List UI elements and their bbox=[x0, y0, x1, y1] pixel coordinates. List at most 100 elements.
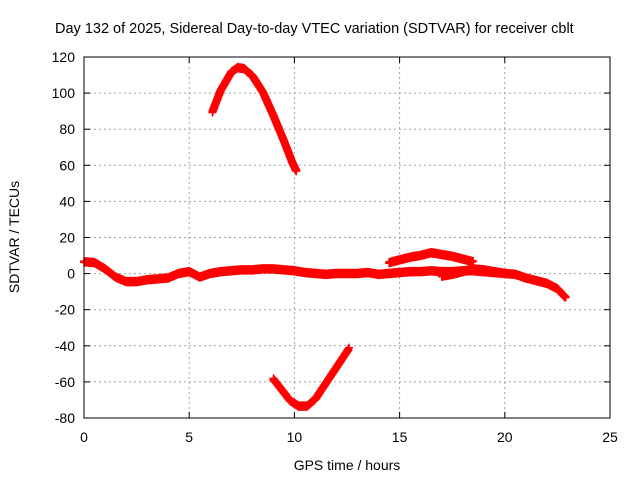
data-point bbox=[419, 269, 422, 273]
data-point bbox=[93, 260, 96, 264]
data-point bbox=[324, 272, 328, 275]
data-point bbox=[219, 269, 222, 273]
data-point bbox=[188, 269, 191, 273]
data-point bbox=[440, 252, 443, 255]
data-point bbox=[556, 286, 559, 290]
data-point bbox=[451, 272, 454, 275]
data-point bbox=[261, 266, 265, 270]
data-point bbox=[398, 270, 401, 273]
data-point bbox=[291, 160, 294, 163]
data-point bbox=[429, 268, 433, 272]
data-point bbox=[114, 275, 117, 278]
axis-ticks: 0 5 10 15 20 25 -80 -60 -40 -20 0 20 40 60 80 100 120 bbox=[52, 49, 618, 445]
data-point bbox=[408, 255, 412, 258]
data-point bbox=[398, 257, 401, 261]
data-point bbox=[135, 279, 138, 283]
data-point bbox=[440, 274, 443, 277]
series-1 bbox=[385, 247, 478, 268]
data-point bbox=[514, 272, 517, 275]
grid bbox=[84, 57, 610, 418]
data-point bbox=[272, 113, 275, 116]
data-point bbox=[419, 253, 422, 256]
data-point bbox=[535, 278, 538, 282]
data-point bbox=[240, 267, 243, 271]
y-tick-label: -20 bbox=[55, 302, 75, 318]
y-tick-label: 0 bbox=[67, 266, 75, 282]
x-tick-label: 0 bbox=[80, 429, 88, 445]
data-point bbox=[297, 404, 300, 407]
data-point bbox=[335, 271, 338, 274]
x-tick-label: 20 bbox=[497, 429, 513, 445]
series-3 bbox=[208, 62, 301, 176]
data-point bbox=[145, 277, 149, 281]
data-point bbox=[387, 260, 391, 264]
data-point bbox=[493, 269, 496, 273]
data-point bbox=[282, 138, 286, 142]
data-point bbox=[482, 267, 485, 271]
data-point bbox=[230, 268, 233, 272]
data-point bbox=[293, 268, 296, 272]
x-tick-label: 15 bbox=[392, 429, 408, 445]
data-point bbox=[251, 73, 254, 77]
data-point bbox=[472, 259, 475, 263]
data-point bbox=[211, 109, 214, 113]
x-tick-label: 25 bbox=[602, 429, 618, 445]
data-point bbox=[356, 271, 359, 274]
data-point bbox=[339, 359, 342, 362]
y-tick-label: -80 bbox=[55, 410, 75, 426]
data-point bbox=[461, 257, 464, 260]
y-tick-label: -40 bbox=[55, 338, 75, 354]
data-point bbox=[545, 281, 549, 284]
data-point bbox=[347, 346, 351, 349]
data-point bbox=[524, 276, 528, 279]
data-point bbox=[219, 88, 222, 91]
plot-frame bbox=[83, 56, 611, 419]
data-point bbox=[322, 384, 326, 387]
data-point bbox=[377, 272, 380, 275]
data-point bbox=[280, 387, 283, 391]
y-tick-label: 60 bbox=[59, 157, 75, 173]
data-point bbox=[242, 66, 246, 70]
data-point bbox=[451, 254, 454, 257]
data-point bbox=[303, 270, 307, 273]
y-tick-label: 100 bbox=[52, 85, 76, 101]
series-2 bbox=[437, 264, 509, 281]
y-tick-label: -60 bbox=[55, 374, 75, 390]
data-point bbox=[345, 271, 349, 274]
data-point bbox=[564, 295, 568, 299]
data-point bbox=[305, 404, 309, 407]
data-point bbox=[166, 276, 170, 279]
data-point bbox=[472, 266, 475, 270]
y-tick-label: 80 bbox=[59, 121, 75, 137]
y-tick-label: 120 bbox=[52, 49, 76, 65]
data-point bbox=[461, 269, 464, 273]
data-point bbox=[236, 65, 239, 69]
series-4 bbox=[269, 343, 354, 411]
data-point bbox=[156, 276, 159, 280]
data-point bbox=[209, 271, 212, 274]
chart-title: Day 132 of 2025, Sidereal Day-to-day VTE… bbox=[55, 21, 574, 37]
y-axis-label: SDTVAR / TECUs bbox=[6, 181, 22, 293]
data-point bbox=[295, 169, 298, 172]
data-points bbox=[80, 62, 570, 411]
data-point bbox=[387, 271, 391, 274]
data-point bbox=[314, 271, 317, 274]
data-point bbox=[288, 398, 292, 402]
y-tick-label: 20 bbox=[59, 230, 75, 246]
data-point bbox=[198, 275, 201, 278]
data-point bbox=[314, 396, 317, 400]
x-tick-label: 5 bbox=[185, 429, 193, 445]
data-point bbox=[408, 269, 412, 273]
data-point bbox=[251, 267, 254, 271]
data-point bbox=[272, 266, 275, 270]
x-tick-label: 10 bbox=[287, 429, 303, 445]
x-axis-label: GPS time / hours bbox=[294, 457, 401, 473]
data-point bbox=[282, 267, 286, 271]
data-point bbox=[261, 90, 265, 93]
data-point bbox=[429, 250, 433, 254]
data-point bbox=[272, 377, 275, 380]
y-tick-label: 40 bbox=[59, 193, 75, 209]
data-point bbox=[331, 371, 334, 375]
